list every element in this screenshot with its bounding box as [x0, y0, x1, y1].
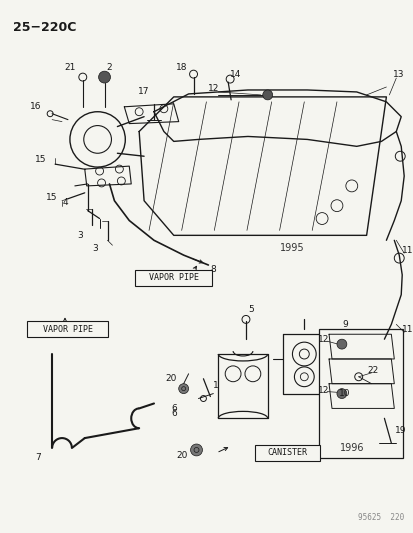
- Text: 5: 5: [247, 305, 253, 314]
- FancyBboxPatch shape: [27, 321, 108, 337]
- Text: 17: 17: [138, 87, 150, 96]
- Text: 14: 14: [230, 70, 241, 79]
- Text: 1995: 1995: [280, 243, 304, 253]
- Circle shape: [336, 339, 346, 349]
- Text: 13: 13: [392, 70, 403, 79]
- Text: 18: 18: [176, 63, 187, 72]
- Circle shape: [98, 71, 110, 83]
- Text: 6: 6: [171, 404, 176, 413]
- Text: 19: 19: [394, 426, 405, 435]
- Text: 12: 12: [318, 335, 329, 344]
- Text: 25−220C: 25−220C: [12, 21, 76, 34]
- Text: 7: 7: [36, 454, 41, 462]
- Text: 12: 12: [318, 386, 329, 395]
- Text: 95625  220: 95625 220: [357, 513, 403, 522]
- Circle shape: [262, 90, 272, 100]
- Text: 1996: 1996: [339, 443, 363, 453]
- Text: 12: 12: [207, 84, 218, 93]
- Circle shape: [178, 384, 188, 393]
- Text: 2: 2: [107, 63, 112, 72]
- Text: 11: 11: [401, 246, 413, 255]
- Text: CANISTER: CANISTER: [267, 448, 307, 457]
- Bar: [318, 329, 402, 458]
- Text: 15: 15: [34, 155, 46, 164]
- Text: VAPOR PIPE: VAPOR PIPE: [148, 273, 198, 282]
- Circle shape: [190, 444, 202, 456]
- Text: 20: 20: [165, 374, 176, 383]
- Text: VAPOR PIPE: VAPOR PIPE: [43, 325, 93, 334]
- Text: 22: 22: [366, 366, 377, 375]
- Text: 9: 9: [341, 320, 347, 329]
- Text: 4: 4: [62, 198, 68, 207]
- Circle shape: [336, 389, 346, 399]
- Text: 11: 11: [401, 325, 413, 334]
- Text: 3: 3: [77, 231, 83, 240]
- FancyBboxPatch shape: [135, 270, 212, 286]
- Text: 21: 21: [64, 63, 76, 72]
- Text: 3: 3: [93, 244, 98, 253]
- Text: 20: 20: [176, 451, 187, 461]
- Text: 6: 6: [171, 409, 176, 418]
- Text: 1: 1: [213, 381, 218, 390]
- Text: 10: 10: [338, 389, 350, 398]
- FancyBboxPatch shape: [254, 445, 319, 461]
- Text: 8: 8: [210, 265, 216, 274]
- Text: 15: 15: [46, 193, 58, 202]
- Text: 16: 16: [29, 102, 41, 111]
